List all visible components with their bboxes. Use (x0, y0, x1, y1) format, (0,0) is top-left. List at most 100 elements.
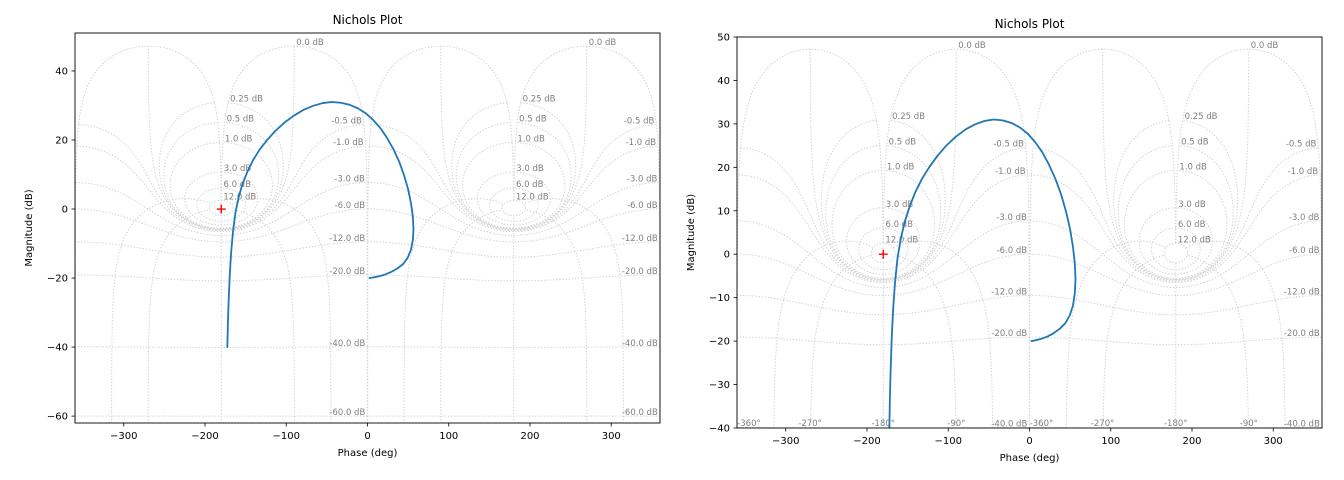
x-tick-label: 200 (1182, 436, 1201, 447)
y-axis-label: Magnitude (dB) (24, 189, 35, 266)
grid-mag-label: 12.0 dB (885, 235, 918, 245)
grid-phase-label: -180° (1164, 419, 1188, 429)
grid-mag-label: -3.0 dB (627, 174, 658, 184)
grid-mag-label: -3.0 dB (1289, 213, 1320, 223)
grid-mag-label: -1.0 dB (995, 167, 1026, 177)
grid-mag-label: 1.0 dB (1179, 163, 1207, 173)
grid-mag-label: -6.0 dB (627, 201, 658, 211)
grid-mag-contour (1032, 147, 1319, 283)
grid-mag-contour (1163, 242, 1189, 264)
grid-mag-contour (367, 181, 660, 236)
grid-mag-contour (809, 48, 957, 281)
y-tick-label: 0 (724, 250, 730, 261)
grid-mag-contour (367, 208, 660, 243)
grid-mag-label: 12.0 dB (223, 192, 256, 202)
grid-phase-contour (1186, 254, 1249, 428)
grid-phase-contour (773, 240, 874, 428)
grid-phase-label: -90° (947, 419, 965, 429)
critical-point-marker (878, 249, 888, 259)
grid-phase-contour (894, 254, 957, 428)
grid-mag-label: -20.0 dB (1284, 329, 1320, 339)
grid-phase-label: -90° (1240, 419, 1258, 429)
grid-phase-contour (367, 45, 515, 423)
grid-mag-contour (740, 147, 1027, 283)
grid-mag-contour (75, 346, 368, 348)
grid-mag-contour (461, 141, 566, 229)
grid-mag-contour (737, 220, 1030, 288)
grid-mag-label: -60.0 dB (622, 408, 658, 418)
grid-mag-label: -1.0 dB (626, 138, 657, 148)
grid-mag-contour (163, 122, 280, 230)
grid-mag-label: 0.5 dB (889, 138, 917, 148)
x-tick-label: −300 (772, 436, 799, 447)
grid-mag-label: 0.5 dB (519, 115, 547, 125)
y-tick-label: 40 (55, 66, 68, 77)
grid-mag-label: -20.0 dB (991, 329, 1027, 339)
grid-phase-contour (1185, 240, 1286, 428)
y-tick-label: −20 (47, 274, 68, 285)
axes-spines (736, 36, 1323, 429)
grid-mag-label: -6.0 dB (1289, 246, 1320, 256)
grid-mag-label: -60.0 dB (329, 408, 365, 418)
grid-phase-contour (147, 209, 211, 423)
y-tick-label: 50 (717, 33, 730, 44)
y-tick-label: 30 (717, 119, 730, 130)
grid-mag-label: -3.0 dB (334, 174, 365, 184)
nichols-plot-right: -40.0 dB -20.0 dB -12.0 dB -6.0 dB -3.0 dB -1… (686, 17, 1323, 464)
y-tick-label: −30 (709, 380, 730, 391)
grid-mag-contour (737, 253, 1030, 297)
grid-mag-contour (825, 144, 942, 280)
grid-mag-contour (1123, 169, 1228, 279)
x-tick-label: −100 (935, 436, 962, 447)
grid-mag-label: -0.5 dB (993, 140, 1024, 150)
grid-mag-label: -0.5 dB (331, 116, 362, 126)
grid-mag-contour (1102, 48, 1250, 281)
grid-phase-contour (1102, 254, 1165, 428)
grid-phase-contour (892, 240, 994, 428)
plot-area: -60.0 dB -40.0 dB -20.0 dB -12.0 dB -6.0 dB -… (75, 38, 660, 423)
grid-mag-contour (1138, 207, 1213, 275)
chart-title: Nichols Plot (995, 17, 1065, 31)
grid-phase-contour (810, 254, 873, 428)
grid-phase-contour (523, 198, 624, 423)
grid-mag-label: 0.25 dB (230, 95, 263, 105)
grid-mag-contour (501, 199, 527, 217)
grid-mag-label: 0.5 dB (1181, 138, 1209, 148)
y-tick-label: −10 (709, 293, 730, 304)
grid-mag-contour (367, 346, 660, 348)
y-tick-label: −40 (47, 343, 68, 354)
grid-mag-contour (169, 141, 274, 229)
grid-mag-contour (1029, 253, 1322, 297)
grid-mag-label: -12.0 dB (991, 287, 1027, 297)
grid-mag-label: 6.0 dB (516, 180, 544, 190)
x-tick-label: −100 (273, 431, 300, 442)
grid-mag-label: 0.25 dB (892, 112, 925, 122)
grid-mag-contour (1113, 119, 1239, 281)
grid-mag-label: -40.0 dB (991, 420, 1027, 430)
grid-mag-label: -12.0 dB (622, 234, 658, 244)
grid-phase-label: -270° (798, 419, 822, 429)
grid-phase-contour (403, 198, 505, 423)
grid-mag-label: 3.0 dB (516, 164, 544, 174)
grid-mag-contour (831, 169, 936, 279)
grid-mag-contour (147, 45, 295, 231)
grid-mag-label: 0.0 dB (296, 38, 324, 48)
y-tick-label: 0 (62, 205, 68, 216)
grid-mag-contour (1029, 220, 1322, 288)
grid-mag-label: -20.0 dB (622, 267, 658, 277)
y-tick-label: 20 (717, 163, 730, 174)
grid-phase-contour (1065, 240, 1167, 428)
grid-mag-label: 3.0 dB (886, 200, 914, 210)
grid-mag-label: -6.0 dB (997, 246, 1028, 256)
x-tick-label: −300 (110, 431, 137, 442)
y-tick-label: 40 (717, 76, 730, 87)
grid-mag-contour (75, 208, 368, 243)
grid-mag-contour (78, 123, 365, 232)
x-tick-label: −200 (853, 436, 880, 447)
grid-mag-label: -12.0 dB (329, 234, 365, 244)
grid-mag-label: 1.0 dB (225, 135, 253, 145)
grid-mag-contour (451, 102, 577, 230)
grid-mag-label: -40.0 dB (622, 339, 658, 349)
grid-mag-label: -6.0 dB (335, 201, 366, 211)
grid-phase-label: -180° (871, 419, 895, 429)
